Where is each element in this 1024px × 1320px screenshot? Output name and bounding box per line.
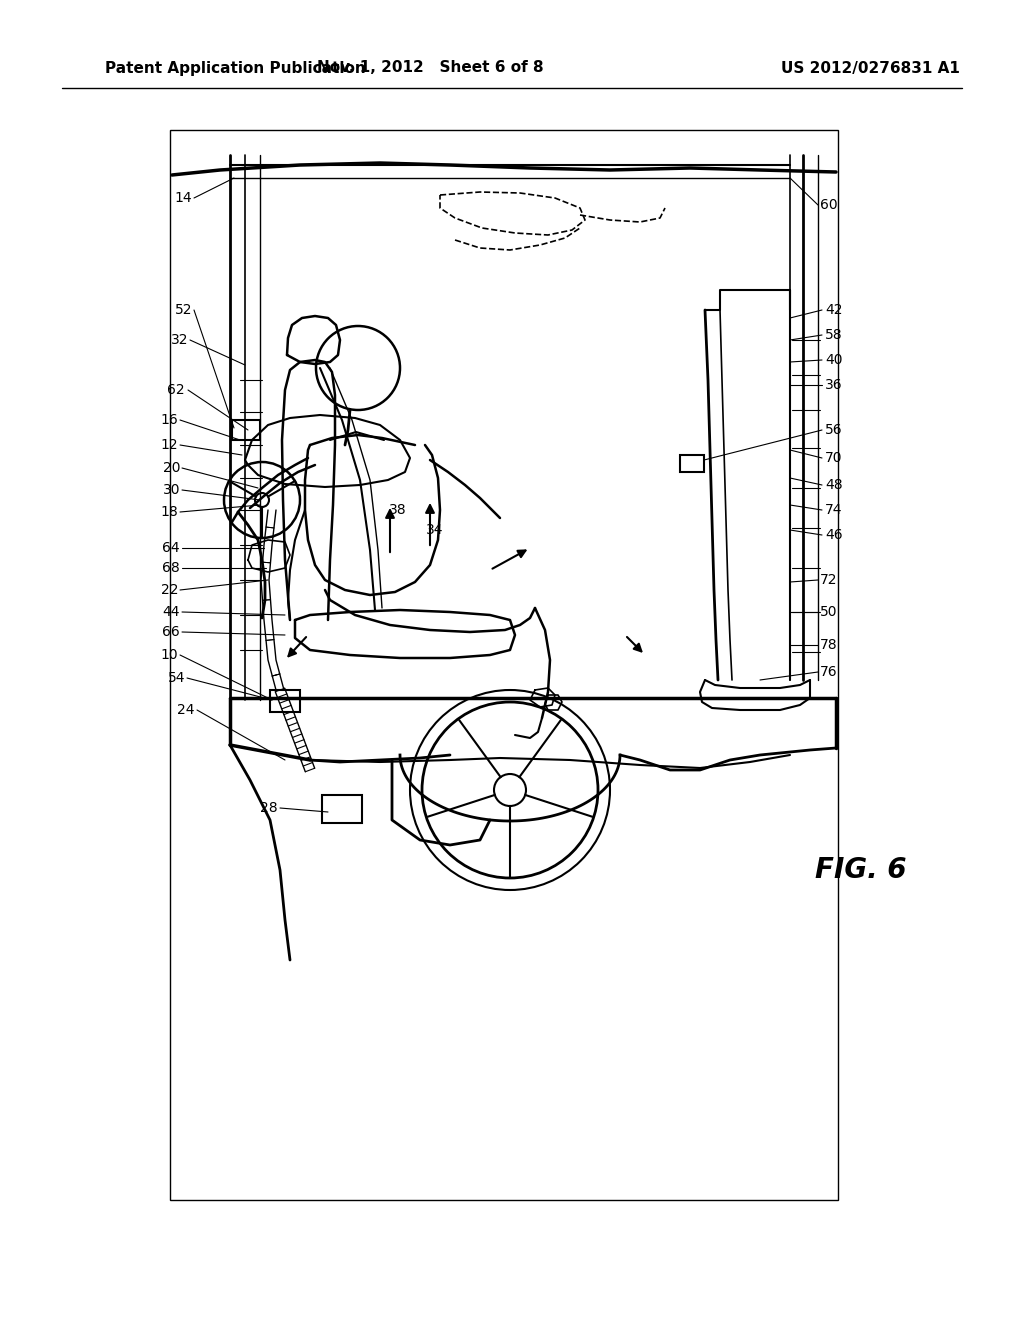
Text: 34: 34 — [426, 523, 443, 537]
Bar — [680, 455, 705, 473]
Text: 66: 66 — [162, 624, 180, 639]
Text: 44: 44 — [163, 605, 180, 619]
Text: 52: 52 — [174, 304, 193, 317]
Text: 42: 42 — [825, 304, 843, 317]
Text: 28: 28 — [260, 801, 278, 814]
Text: US 2012/0276831 A1: US 2012/0276831 A1 — [780, 61, 959, 75]
Bar — [322, 795, 362, 822]
Text: 76: 76 — [820, 665, 838, 678]
Text: 60: 60 — [820, 198, 838, 213]
Text: 56: 56 — [825, 422, 843, 437]
Text: 74: 74 — [825, 503, 843, 517]
Text: 16: 16 — [160, 413, 178, 426]
Text: 58: 58 — [825, 327, 843, 342]
Text: Nov. 1, 2012   Sheet 6 of 8: Nov. 1, 2012 Sheet 6 of 8 — [316, 61, 544, 75]
Text: 54: 54 — [168, 671, 185, 685]
Text: 20: 20 — [163, 461, 180, 475]
Text: 14: 14 — [174, 191, 193, 205]
Text: 64: 64 — [163, 541, 180, 554]
Bar — [232, 420, 260, 440]
Text: 12: 12 — [161, 438, 178, 451]
Text: 48: 48 — [825, 478, 843, 492]
Text: 50: 50 — [820, 605, 838, 619]
Text: 62: 62 — [167, 383, 185, 397]
Text: 18: 18 — [160, 506, 178, 519]
Text: 70: 70 — [825, 451, 843, 465]
Text: 24: 24 — [177, 704, 195, 717]
Text: FIG. 6: FIG. 6 — [815, 855, 906, 884]
Text: 68: 68 — [162, 561, 180, 576]
Text: 78: 78 — [820, 638, 838, 652]
Text: 32: 32 — [171, 333, 188, 347]
Text: 46: 46 — [825, 528, 843, 543]
Text: 36: 36 — [825, 378, 843, 392]
Text: 22: 22 — [161, 583, 178, 597]
Text: 10: 10 — [161, 648, 178, 663]
Text: 30: 30 — [163, 483, 180, 498]
Text: 38: 38 — [389, 503, 407, 517]
Text: Patent Application Publication: Patent Application Publication — [105, 61, 366, 75]
Bar — [170, 129, 838, 1200]
Bar — [270, 690, 300, 711]
Text: 72: 72 — [820, 573, 838, 587]
Text: 40: 40 — [825, 352, 843, 367]
